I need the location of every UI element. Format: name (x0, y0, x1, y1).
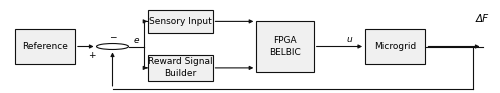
Text: Reward Signal
Builder: Reward Signal Builder (148, 57, 212, 78)
Bar (148, 10, 212, 33)
Text: Sensory Input: Sensory Input (148, 17, 212, 26)
Text: +: + (88, 51, 95, 60)
Bar (256, 21, 314, 72)
Text: Reference: Reference (22, 42, 68, 51)
Text: u: u (346, 36, 352, 44)
Text: −: − (109, 32, 116, 41)
Text: Microgrid: Microgrid (374, 42, 416, 51)
Text: FPGA
BELBIC: FPGA BELBIC (269, 36, 301, 57)
Text: ΔF: ΔF (476, 14, 489, 24)
Bar (148, 55, 212, 81)
Bar (15, 29, 75, 64)
Text: e: e (134, 36, 140, 45)
Bar (365, 29, 425, 64)
